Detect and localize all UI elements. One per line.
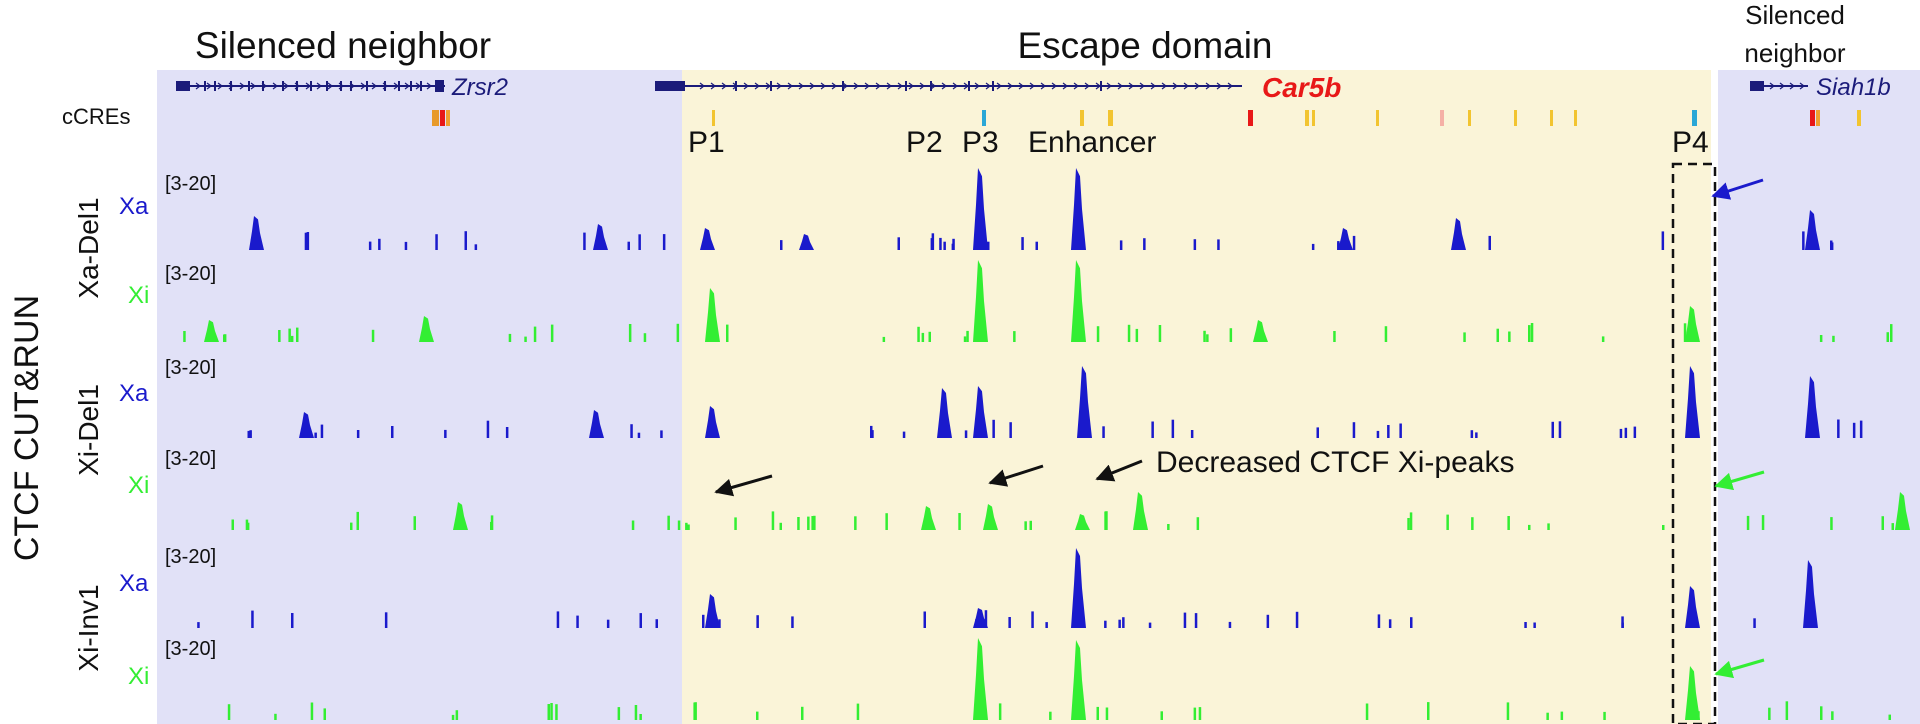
annotation-arrow-3 [1095, 459, 1143, 482]
track-range-label: [3-20] [165, 173, 216, 195]
track-labels: Xa [3-20] Xi [3-20] Xa [3-20] Xi [3-20] … [119, 173, 216, 690]
annotation-text: Decreased CTCF Xi-peaks [1156, 446, 1514, 479]
track-allele-label: Xa [119, 193, 149, 220]
track-range-label: [3-20] [165, 263, 216, 285]
feature-label-enhancer: Enhancer [1028, 126, 1156, 159]
p4-arrow-green-1 [1714, 470, 1765, 491]
gene-model-zrsr2 [176, 80, 445, 92]
track-range-label: [3-20] [165, 357, 216, 379]
track-allele-label: Xi [128, 282, 149, 309]
track-range-label: [3-20] [165, 546, 216, 568]
track-allele-label: Xa [119, 570, 149, 597]
region-middle-title: Escape domain [1017, 25, 1272, 66]
annotation-arrow-2 [988, 464, 1044, 487]
signal-tracks [183, 168, 1910, 720]
track-allele-label: Xi [128, 663, 149, 690]
gene-model-siah1b [1750, 81, 1808, 91]
p4-arrow-blue [1711, 178, 1764, 200]
p4-highlight-box [1671, 162, 1717, 724]
gene-label-car5b: Car5b [1262, 72, 1341, 103]
feature-label-p2: P2 [906, 126, 943, 159]
region-right-title-line1: Silenced [1745, 0, 1845, 30]
track-range-label: [3-20] [165, 638, 216, 660]
feature-label-p3: P3 [962, 126, 999, 159]
left-axis-title: CTCF CUT&RUN [8, 295, 46, 561]
feature-label-p1: P1 [688, 126, 725, 159]
track-allele-label: Xi [128, 472, 149, 499]
gene-label-zrsr2: Zrsr2 [451, 74, 508, 101]
gene-label-siah1b: Siah1b [1816, 74, 1891, 101]
annotation-arrow-1 [714, 474, 773, 497]
region-right-title-line2: neighbor [1744, 38, 1846, 68]
p4-arrow-green-2 [1714, 658, 1765, 679]
feature-label-p4: P4 [1672, 126, 1709, 159]
group-label-xi-inv1: Xi-Inv1 [73, 584, 104, 671]
region-right-bg [1718, 70, 1920, 724]
region-left-title: Silenced neighbor [195, 25, 491, 66]
ccre-row-label: cCREs [62, 104, 130, 129]
gene-model-car5b [655, 81, 1242, 91]
ccre-marks [432, 110, 1861, 126]
group-label-xa-del1: Xa-Del1 [73, 197, 104, 298]
group-label-xi-del1: Xi-Del1 [73, 384, 104, 476]
region-left-bg [157, 70, 682, 724]
track-allele-label: Xa [119, 380, 149, 407]
track-range-label: [3-20] [165, 448, 216, 470]
